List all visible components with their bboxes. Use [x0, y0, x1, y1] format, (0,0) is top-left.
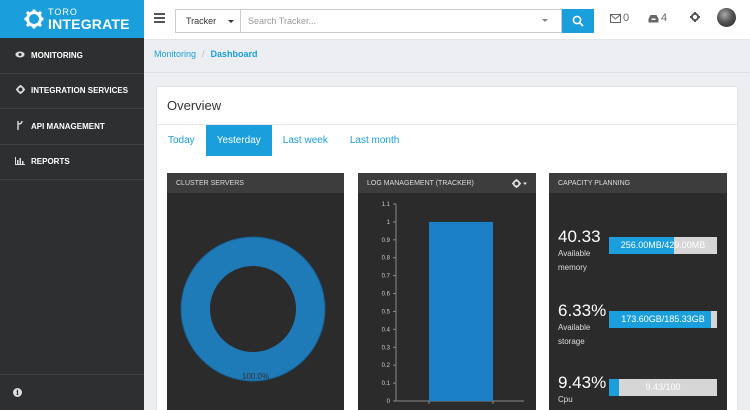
inbox-button[interactable]: 4 [648, 12, 667, 24]
capacity-value: 9.43% [558, 373, 607, 392]
capacity-label: storage [558, 337, 585, 346]
settings-button[interactable] [690, 12, 700, 22]
capacity-row-memory: 40.33 Available memory 256.00MB/429.00MB [558, 227, 718, 275]
search-input[interactable] [240, 9, 562, 33]
divider [157, 124, 737, 125]
donut-percent-label: 100.0% [241, 372, 270, 381]
inbox-count: 4 [661, 12, 668, 24]
sidebar-item-label: API MANAGEMENT [31, 121, 105, 131]
y-tick-label: 1 [387, 220, 391, 226]
cluster-servers-card: CLUSTER SERVERS 100.0% [167, 173, 344, 410]
tab-today[interactable]: Today [168, 135, 195, 146]
capacity-progress-bar: 256.00MB/429.00MB [609, 237, 717, 254]
envelope-icon [610, 13, 621, 23]
card-settings-button[interactable] [512, 179, 528, 190]
capacity-label: Cpu [558, 395, 573, 404]
eye-icon [14, 50, 26, 60]
sidebar-item-label: INTEGRATION SERVICES [31, 86, 129, 96]
tab-last-week[interactable]: Last week [282, 135, 328, 146]
capacity-progress-text: 9.43/100 [645, 382, 681, 392]
logo[interactable]: TORO INTEGRATE [0, 0, 144, 38]
y-tick-label: 0.1 [382, 381, 391, 387]
card-title: CLUSTER SERVERS [167, 173, 344, 193]
breadcrumb: Monitoring / Dashboard [154, 49, 258, 59]
tracker-select-value: Tracker [186, 16, 217, 26]
sidebar-item-label: MONITORING [31, 50, 83, 60]
sidebar-item-reports[interactable]: REPORTS [0, 145, 144, 180]
search-dropdown-caret-icon[interactable] [542, 19, 548, 22]
bar [429, 221, 493, 401]
card-title: CAPACITY PLANNING [549, 173, 727, 193]
capacity-progress-bar: 173.60GB/185.33GB [609, 311, 717, 328]
sidebar-item-monitoring[interactable]: MONITORING [0, 38, 144, 74]
log-bar-chart: 0 0.1 0.2 0.3 0.4 0.5 0.6 0.7 0.8 0.9 1 1.1 [382, 202, 524, 405]
logo-text-bottom: INTEGRATE [48, 15, 130, 32]
toro-gear-logo-icon [24, 9, 44, 29]
breadcrumb-current: Dashboard [210, 49, 258, 59]
inbox-icon [648, 14, 659, 22]
y-tick-label: 1.1 [382, 202, 391, 208]
search-icon [572, 15, 584, 27]
y-tick-label: 0.6 [382, 292, 391, 298]
overview-panel: Overview Today Yesterday Last week Last … [156, 86, 738, 410]
capacity-progress-fill [609, 311, 711, 328]
y-tick-label: 0.4 [382, 327, 391, 333]
capacity-progress-text: 173.60GB/185.33GB [621, 314, 705, 324]
capacity-label: Available [558, 249, 591, 258]
logo-text-top: TORO [48, 6, 78, 17]
bar-chart-icon [14, 156, 26, 167]
y-tick-label: 0.7 [382, 274, 391, 280]
breadcrumb-separator: / [202, 49, 205, 59]
sidebar-item-label: REPORTS [31, 157, 70, 167]
tracker-select[interactable]: Tracker [175, 9, 240, 33]
info-icon[interactable]: i [13, 388, 22, 397]
branch-icon [14, 120, 26, 132]
messages-count: 0 [623, 12, 630, 24]
y-tick-label: 0.3 [382, 345, 391, 351]
capacity-progress-text: 256.00MB/429.00MB [620, 240, 706, 250]
tab-last-month[interactable]: Last month [349, 135, 400, 146]
caret-down-icon [228, 20, 234, 23]
search-button[interactable] [562, 9, 594, 33]
hamburger-menu-icon[interactable] [154, 13, 165, 23]
messages-button[interactable]: 0 [610, 12, 629, 24]
capacity-value: 6.33% [558, 301, 607, 320]
capacity-value: 40.33 [558, 227, 601, 246]
y-tick-label: 0.5 [382, 309, 391, 315]
cluster-donut-chart [180, 236, 326, 382]
tab-yesterday[interactable]: Yesterday [205, 125, 272, 156]
capacity-planning-card: CAPACITY PLANNING 40.33 Available memory… [549, 173, 727, 410]
capacity-label: memory [558, 263, 587, 272]
sidebar-item-integration-services[interactable]: INTEGRATION SERVICES [0, 74, 144, 109]
breadcrumb-divider [144, 72, 750, 73]
sidebar-item-api-management[interactable]: API MANAGEMENT [0, 109, 144, 145]
gear-icon [14, 85, 26, 96]
capacity-progress-bar: 9.43/100 [609, 379, 717, 396]
y-tick-label: 0.2 [382, 363, 391, 369]
gear-dropdown-icon [512, 179, 527, 188]
breadcrumb-monitoring-link[interactable]: Monitoring [154, 49, 197, 59]
y-tick-label: 0.8 [382, 256, 391, 262]
card-title: LOG MANAGEMENT (TRACKER) [358, 173, 536, 193]
capacity-row-storage: 6.33% Available storage 173.60GB/185.33G… [558, 301, 718, 349]
capacity-row-cpu: 9.43% Cpu 9.43/100 [558, 373, 718, 407]
donut-ring-outline [180, 236, 326, 382]
log-management-card: LOG MANAGEMENT (TRACKER) 0 0.1 0.2 0.3 0.4 0.… [358, 173, 536, 410]
sidebar-footer: i [0, 374, 144, 410]
y-tick-label: 0.9 [382, 238, 391, 244]
gear-icon [690, 12, 700, 22]
capacity-label: Available [558, 323, 591, 332]
topbar: Tracker 0 4 [144, 0, 750, 40]
period-tabs: Today Yesterday Last week Last month [157, 125, 410, 156]
capacity-progress-fill [609, 379, 620, 396]
capacity-progress-fill [609, 237, 674, 254]
page-title: Overview [167, 98, 222, 113]
avatar[interactable] [717, 8, 736, 27]
donut-ring [181, 237, 325, 381]
y-tick-label: 0 [387, 399, 391, 405]
sidebar: TORO INTEGRATE MONITORING INTEGRATION SE… [0, 0, 144, 410]
